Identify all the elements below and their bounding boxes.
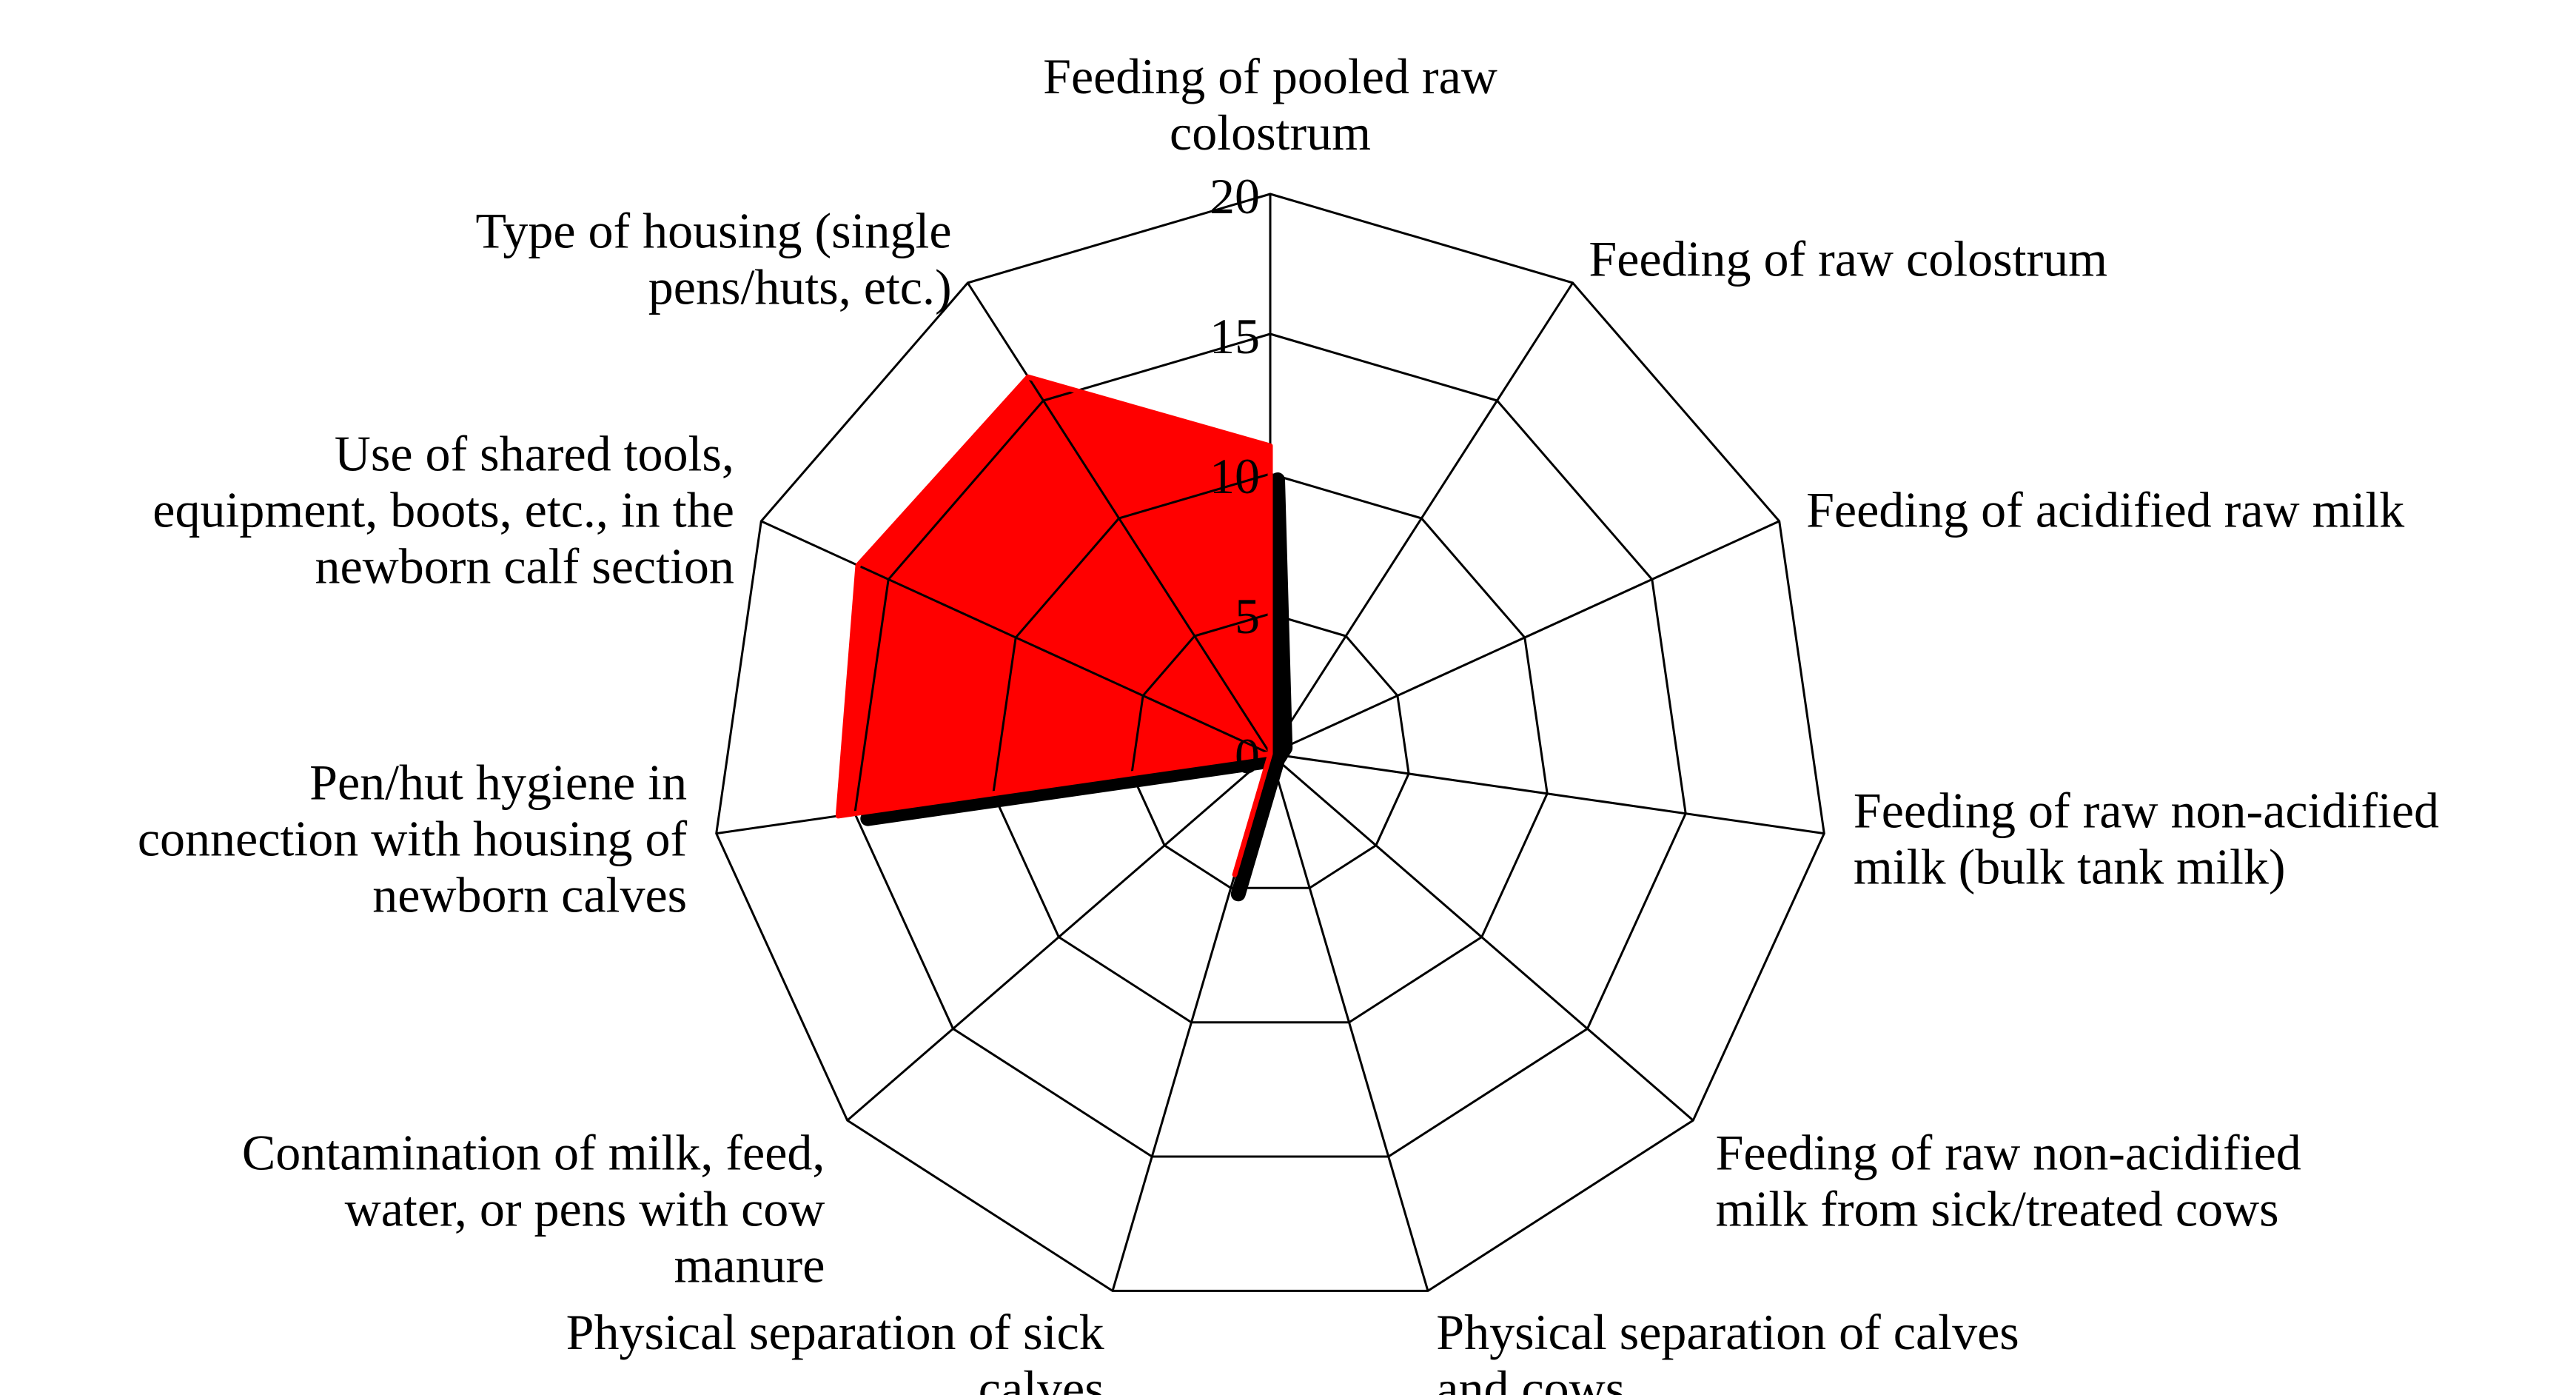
grid-ring-2 [853,332,1687,1158]
series-area-1 [838,377,1270,875]
tick-label: 15 [1210,308,1260,364]
axis-label-line: Pen/hut hygiene in [309,754,687,810]
axis-label-line: Feeding of raw colostrum [1589,230,2107,287]
grid-spoke-4 [1269,752,1694,1122]
radial-tick-labels: 0 5 10 15 20 [1210,168,1260,784]
axis-label-line: connection with housing of [138,810,688,866]
axis-label-7: Contamination of milk, feed,water, or pe… [242,1124,825,1293]
axis-label-line: milk from sick/treated cows [1716,1180,2279,1237]
axis-label-line: Type of housing (single [476,202,952,258]
series-line-1 [835,374,1273,877]
tick-label: 10 [1210,448,1260,504]
axis-label-line: colostrum [1170,104,1371,161]
series-lines [835,374,1293,902]
axis-label-line: Feeding of acidified raw milk [1806,481,2404,538]
series-areas [838,377,1270,875]
axis-label-line: manure [674,1237,825,1293]
grid-spoke-10 [967,282,1272,755]
axis-label-line: equipment, boots, etc., in the [152,481,734,538]
axis-label-line: pens/huts, etc.) [648,258,952,315]
grid-spoke-1 [1269,282,1574,755]
grid-ring-0 [1130,612,1410,889]
axis-label-line: Physical separation of calves [1436,1304,2019,1360]
axis-label-line: Feeding of raw non-acidified [1716,1124,2301,1180]
axis-label-line: newborn calves [372,866,687,923]
axis-label-1: Feeding of raw colostrum [1589,230,2107,287]
grid-spoke-5 [1269,753,1429,1291]
tick-label: 0 [1235,728,1260,784]
axis-label-line: water, or pens with cow [345,1180,825,1237]
grid-ring-3 [715,193,1825,1292]
tick-label: 20 [1210,168,1260,224]
axis-label-2: Feeding of acidified raw milk [1806,481,2404,538]
tick-label: 5 [1235,588,1260,644]
grid-spoke-3 [1269,752,1825,835]
grid-spoke-7 [846,752,1271,1122]
grid-ring-1 [992,472,1549,1024]
axis-label-line: newborn calf section [315,538,734,594]
axis-label-line: Contamination of milk, feed, [242,1124,825,1180]
grid-spoke-9 [760,520,1271,755]
series-line-0 [860,472,1293,902]
axis-label-line: and cows [1436,1360,1625,1395]
axis-label-9: Use of shared tools,equipment, boots, et… [152,425,734,594]
axis-label-line: Use of shared tools, [335,425,734,481]
grid-spoke-2 [1269,520,1780,755]
axis-label-line: calves [979,1360,1104,1395]
axis-label-line: Physical separation of sick [566,1304,1104,1360]
axis-label-line: Feeding of raw non-acidified [1854,782,2439,838]
axis-label-line: milk (bulk tank milk) [1854,838,2286,894]
axis-label-line: Feeding of pooled raw [1043,48,1497,104]
